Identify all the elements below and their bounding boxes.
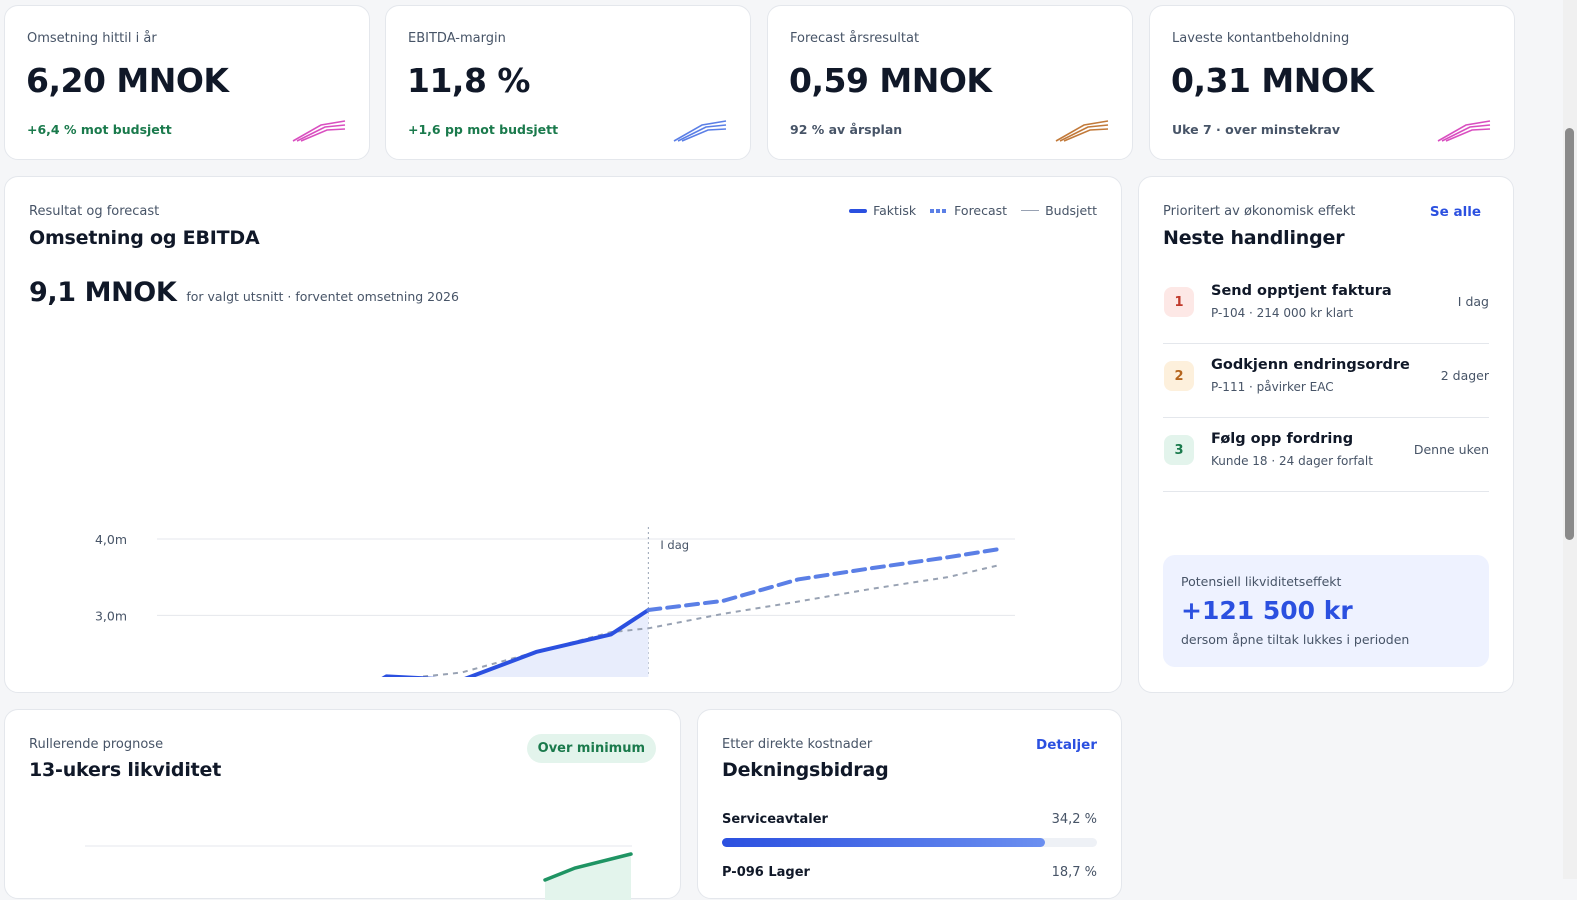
cash-mini-chart xyxy=(85,845,633,900)
action-item[interactable]: 3 Følg opp fordring Kunde 18 · 24 dager … xyxy=(1163,417,1489,492)
card-eyebrow: Prioritert av økonomisk effekt xyxy=(1163,204,1356,219)
legend-label: Faktisk xyxy=(873,203,917,218)
legend-swatch-thin xyxy=(1021,210,1040,211)
status-badge: Over minimum xyxy=(526,734,656,763)
scrollbar-thumb[interactable] xyxy=(1565,128,1574,540)
margin-bar-fill xyxy=(722,838,1045,847)
cash-area xyxy=(545,854,631,900)
action-title: Godkjenn endringsordre xyxy=(1211,357,1410,373)
legend-swatch-solid xyxy=(849,208,868,213)
kpi-card-cash: Laveste kontantbeholdning 0,31 MNOK Uke … xyxy=(1149,5,1515,160)
revenue-chart-card: Resultat og forecast Omsetning og EBITDA… xyxy=(4,176,1122,693)
card-eyebrow: Etter direkte kostnader xyxy=(722,737,873,752)
legend-item-actual[interactable]: Faktisk xyxy=(849,203,916,218)
see-all-link[interactable]: Se alle xyxy=(1429,204,1481,220)
y-tick-label: 3,0m xyxy=(95,608,127,623)
kpi-value: 11,8 % xyxy=(407,61,530,100)
action-meta: Kunde 18 · 24 dager forfalt xyxy=(1211,454,1373,468)
kpi-card-revenue: Omsetning hittil i år 6,20 MNOK +6,4 % m… xyxy=(4,5,370,160)
action-item[interactable]: 1 Send opptjent faktura P-104 · 214 000 … xyxy=(1163,269,1489,344)
sparkline-icon xyxy=(673,120,727,142)
kpi-value: 0,31 MNOK xyxy=(1171,61,1374,100)
kpi-value: 6,20 MNOK xyxy=(26,61,229,100)
kpi-label: Forecast årsresultat xyxy=(790,31,920,46)
legend-item-budget[interactable]: Budsjett xyxy=(1021,203,1097,218)
action-meta: P-104 · 214 000 kr klart xyxy=(1211,306,1354,320)
priority-number: 3 xyxy=(1164,435,1194,465)
action-title: Følg opp fordring xyxy=(1211,431,1354,447)
forecast-line xyxy=(646,546,1003,612)
legend-item-forecast[interactable]: Forecast xyxy=(930,203,1007,218)
y-tick-label: 4,0m xyxy=(95,532,127,547)
kpi-value: 0,59 MNOK xyxy=(789,61,992,100)
kpi-label: EBITDA-margin xyxy=(408,31,506,46)
liquidity-effect-caption: dersom åpne tiltak lukkes i perioden xyxy=(1181,632,1410,647)
action-meta: P-111 · påvirker EAC xyxy=(1211,380,1334,394)
action-due: 2 dager xyxy=(1440,368,1489,383)
kpi-card-ebitda: EBITDA-margin 11,8 % +1,6 pp mot budsjet… xyxy=(385,5,751,160)
actual-line xyxy=(381,607,651,677)
cash-line xyxy=(543,852,633,882)
legend-swatch-dashed xyxy=(930,208,949,213)
cash-forecast-card: Rullerende prognose 13-ukers likviditet … xyxy=(4,709,681,900)
liquidity-effect-label: Potensiell likviditetseffekt xyxy=(1181,574,1342,589)
card-title: Omsetning og EBITDA xyxy=(29,227,260,249)
today-label: I dag xyxy=(660,538,689,552)
margin-row-value: 18,7 % xyxy=(1051,865,1097,880)
details-link[interactable]: Detaljer xyxy=(1036,737,1097,753)
action-item[interactable]: 2 Godkjenn endringsordre P-111 · påvirke… xyxy=(1163,343,1489,418)
action-title: Send opptjent faktura xyxy=(1211,283,1392,299)
kpi-card-forecast: Forecast årsresultat 0,59 MNOK 92 % av å… xyxy=(767,5,1133,160)
kpi-label: Omsetning hittil i år xyxy=(27,31,157,46)
card-eyebrow: Rullerende prognose xyxy=(29,737,164,752)
sparkline-icon xyxy=(1055,120,1109,142)
sparkline-icon xyxy=(292,120,346,142)
card-title: 13-ukers likviditet xyxy=(29,759,222,781)
scrollbar-track[interactable] xyxy=(1563,0,1577,879)
revenue-line-chart: 4,0m3,0m2,0m1,0mJanMarMaiJulSepNovI dag xyxy=(95,527,1015,677)
priority-number: 2 xyxy=(1164,361,1194,391)
contribution-margin-card: Etter direkte kostnader Detaljer Dekning… xyxy=(697,709,1122,899)
margin-row-label: Serviceavtaler xyxy=(722,812,828,827)
big-value-row: 9,1 MNOK for valgt utsnitt · forventet o… xyxy=(29,277,459,308)
action-due: I dag xyxy=(1457,294,1489,309)
card-title: Neste handlinger xyxy=(1163,227,1345,249)
legend-label: Budsjett xyxy=(1045,203,1097,218)
kpi-sub: +6,4 % mot budsjett xyxy=(27,122,172,137)
sparkline-icon xyxy=(1437,120,1491,142)
chart-legend: Faktisk Forecast Budsjett xyxy=(849,203,1097,218)
card-eyebrow: Resultat og forecast xyxy=(29,204,160,219)
liquidity-effect-box: Potensiell likviditetseffekt +121 500 kr… xyxy=(1163,555,1489,667)
actual-area xyxy=(385,609,649,677)
kpi-sub: Uke 7 · over minstekrav xyxy=(1172,122,1340,137)
action-due: Denne uken xyxy=(1413,442,1489,457)
margin-row-value: 34,2 % xyxy=(1051,812,1097,827)
big-value: 9,1 MNOK xyxy=(29,277,177,308)
card-title: Dekningsbidrag xyxy=(722,759,889,781)
margin-row-label: P-096 Lager xyxy=(722,865,810,880)
margin-bar-track xyxy=(722,838,1097,847)
priority-number: 1 xyxy=(1164,287,1194,317)
kpi-sub: +1,6 pp mot budsjett xyxy=(408,122,559,137)
kpi-sub: 92 % av årsplan xyxy=(790,122,903,137)
legend-label: Forecast xyxy=(954,203,1008,218)
kpi-label: Laveste kontantbeholdning xyxy=(1172,31,1350,46)
next-actions-card: Prioritert av økonomisk effekt Se alle N… xyxy=(1138,176,1514,693)
liquidity-effect-value: +121 500 kr xyxy=(1181,596,1353,625)
big-value-caption: for valgt utsnitt · forventet omsetning … xyxy=(186,289,459,304)
